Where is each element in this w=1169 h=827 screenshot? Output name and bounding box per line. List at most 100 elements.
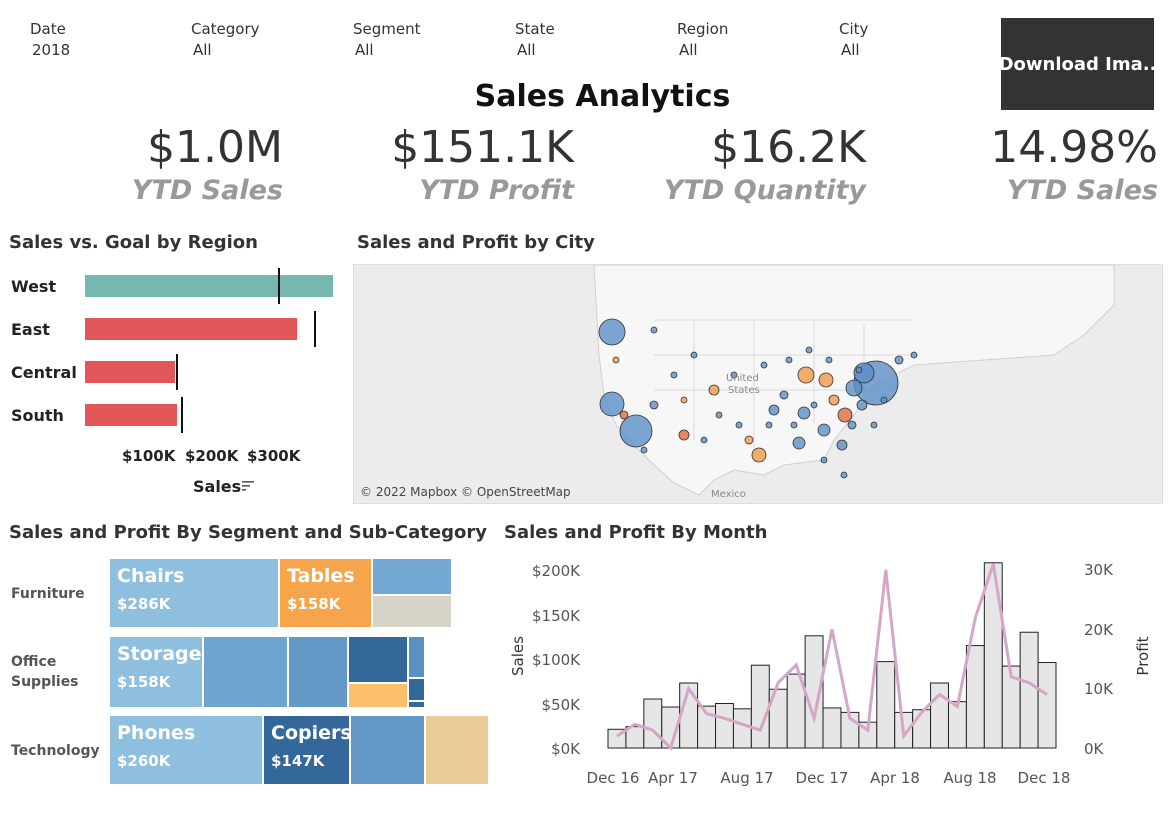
filter-city[interactable]: City All xyxy=(839,20,868,59)
city-marker[interactable] xyxy=(790,421,798,429)
filter-region-value[interactable]: All xyxy=(679,41,698,59)
city-marker[interactable] xyxy=(856,399,868,411)
sales-bar[interactable] xyxy=(1037,662,1057,749)
city-marker[interactable] xyxy=(599,391,625,417)
region-bar-west[interactable] xyxy=(85,275,333,297)
map-attribution[interactable]: © 2022 Mapbox © OpenStreetMap xyxy=(360,485,571,499)
treemap-tile-chairs[interactable]: Chairs $286K xyxy=(109,558,279,628)
city-marker[interactable] xyxy=(825,356,833,364)
filter-date[interactable]: Date 2018 xyxy=(30,20,70,59)
city-marker[interactable] xyxy=(680,396,688,404)
region-goal-marker[interactable] xyxy=(277,268,280,304)
city-marker[interactable] xyxy=(700,436,708,444)
city-marker[interactable] xyxy=(640,446,648,454)
city-marker[interactable] xyxy=(836,439,848,451)
city-marker[interactable] xyxy=(678,429,690,441)
sales-bar[interactable] xyxy=(965,645,985,749)
city-marker[interactable] xyxy=(817,423,831,437)
treemap-tile[interactable] xyxy=(348,683,408,708)
sales-bar[interactable] xyxy=(947,701,967,749)
city-marker[interactable] xyxy=(870,421,878,429)
city-marker[interactable] xyxy=(760,361,768,369)
city-marker[interactable] xyxy=(619,414,653,448)
city-marker[interactable] xyxy=(847,420,857,430)
city-marker[interactable] xyxy=(797,406,811,420)
city-marker[interactable] xyxy=(910,351,918,359)
city-marker[interactable] xyxy=(797,366,815,384)
sales-bar[interactable] xyxy=(643,698,663,749)
sales-bar[interactable] xyxy=(715,702,734,749)
city-marker[interactable] xyxy=(828,394,840,406)
treemap-tile[interactable] xyxy=(348,636,408,683)
filter-date-value[interactable]: 2018 xyxy=(32,41,71,59)
region-goal-marker[interactable] xyxy=(181,397,184,433)
city-marker[interactable] xyxy=(735,421,743,429)
city-marker[interactable] xyxy=(690,351,698,359)
city-marker[interactable] xyxy=(649,400,659,410)
city-marker[interactable] xyxy=(855,366,863,374)
sales-bar[interactable] xyxy=(983,562,1003,749)
map-canvas[interactable] xyxy=(354,265,1163,504)
city-marker[interactable] xyxy=(792,436,806,450)
filter-category-value[interactable]: All xyxy=(193,41,212,59)
city-marker[interactable] xyxy=(708,384,720,396)
city-marker[interactable] xyxy=(810,401,818,409)
city-marker[interactable] xyxy=(818,372,834,388)
sales-bar[interactable] xyxy=(1019,631,1039,749)
treemap-tile-phones[interactable]: Phones $260K xyxy=(109,715,263,785)
city-marker[interactable] xyxy=(837,407,853,423)
treemap-tile[interactable] xyxy=(425,715,489,785)
treemap-tile[interactable] xyxy=(372,558,452,595)
region-bar-south[interactable] xyxy=(85,404,177,426)
treemap-tile[interactable] xyxy=(372,595,452,628)
treemap-tile-copiers[interactable]: Copiers $147K xyxy=(263,715,352,785)
filter-segment[interactable]: Segment All xyxy=(353,20,421,59)
city-marker[interactable] xyxy=(845,379,863,397)
profit-line-path[interactable] xyxy=(616,563,1048,751)
region-bar-east[interactable] xyxy=(85,318,298,340)
treemap-tile[interactable] xyxy=(408,701,425,708)
city-markers[interactable] xyxy=(598,318,918,479)
download-image-button[interactable]: Download Ima.. xyxy=(1001,18,1154,110)
city-marker[interactable] xyxy=(730,371,738,379)
city-marker[interactable] xyxy=(670,371,678,379)
filter-region[interactable]: Region All xyxy=(677,20,728,59)
city-marker[interactable] xyxy=(612,356,620,364)
city-marker[interactable] xyxy=(785,356,793,364)
filter-city-value[interactable]: All xyxy=(841,41,860,59)
treemap-tile-storage[interactable]: Storage $158K xyxy=(109,636,203,708)
city-marker[interactable] xyxy=(650,326,658,334)
city-marker[interactable] xyxy=(751,447,767,463)
filter-state-value[interactable]: All xyxy=(517,41,536,59)
sales-bar[interactable] xyxy=(912,709,932,749)
treemap-tile[interactable] xyxy=(288,636,348,708)
treemap-tile[interactable] xyxy=(408,678,425,701)
city-marker[interactable] xyxy=(598,318,626,346)
city-map[interactable]: United States Mexico © 2022 Mapbox © Ope… xyxy=(353,264,1163,504)
filter-state[interactable]: State All xyxy=(515,20,555,59)
sales-bar[interactable] xyxy=(822,707,842,749)
treemap-tile[interactable] xyxy=(203,636,288,708)
treemap-tile-tables[interactable]: Tables $158K xyxy=(279,558,372,628)
city-marker[interactable] xyxy=(894,355,904,365)
filter-category[interactable]: Category All xyxy=(191,20,260,59)
treemap-tile[interactable] xyxy=(350,715,425,785)
city-marker[interactable] xyxy=(619,410,629,420)
region-goal-marker[interactable] xyxy=(175,354,178,390)
city-marker[interactable] xyxy=(765,421,773,429)
region-goal-marker[interactable] xyxy=(313,311,316,347)
filter-segment-value[interactable]: All xyxy=(355,41,374,59)
sort-descending-icon[interactable] xyxy=(242,480,254,492)
city-marker[interactable] xyxy=(779,390,789,400)
region-bar-central[interactable] xyxy=(85,361,175,383)
city-marker[interactable] xyxy=(768,404,780,416)
city-marker[interactable] xyxy=(744,435,754,445)
sales-bar[interactable] xyxy=(876,661,896,749)
city-marker[interactable] xyxy=(805,346,813,354)
sales-bar[interactable] xyxy=(750,664,770,749)
city-marker[interactable] xyxy=(820,456,828,464)
city-marker[interactable] xyxy=(840,471,848,479)
city-marker[interactable] xyxy=(853,362,875,384)
sales-bar[interactable] xyxy=(732,708,752,749)
treemap-tile[interactable] xyxy=(408,636,425,678)
